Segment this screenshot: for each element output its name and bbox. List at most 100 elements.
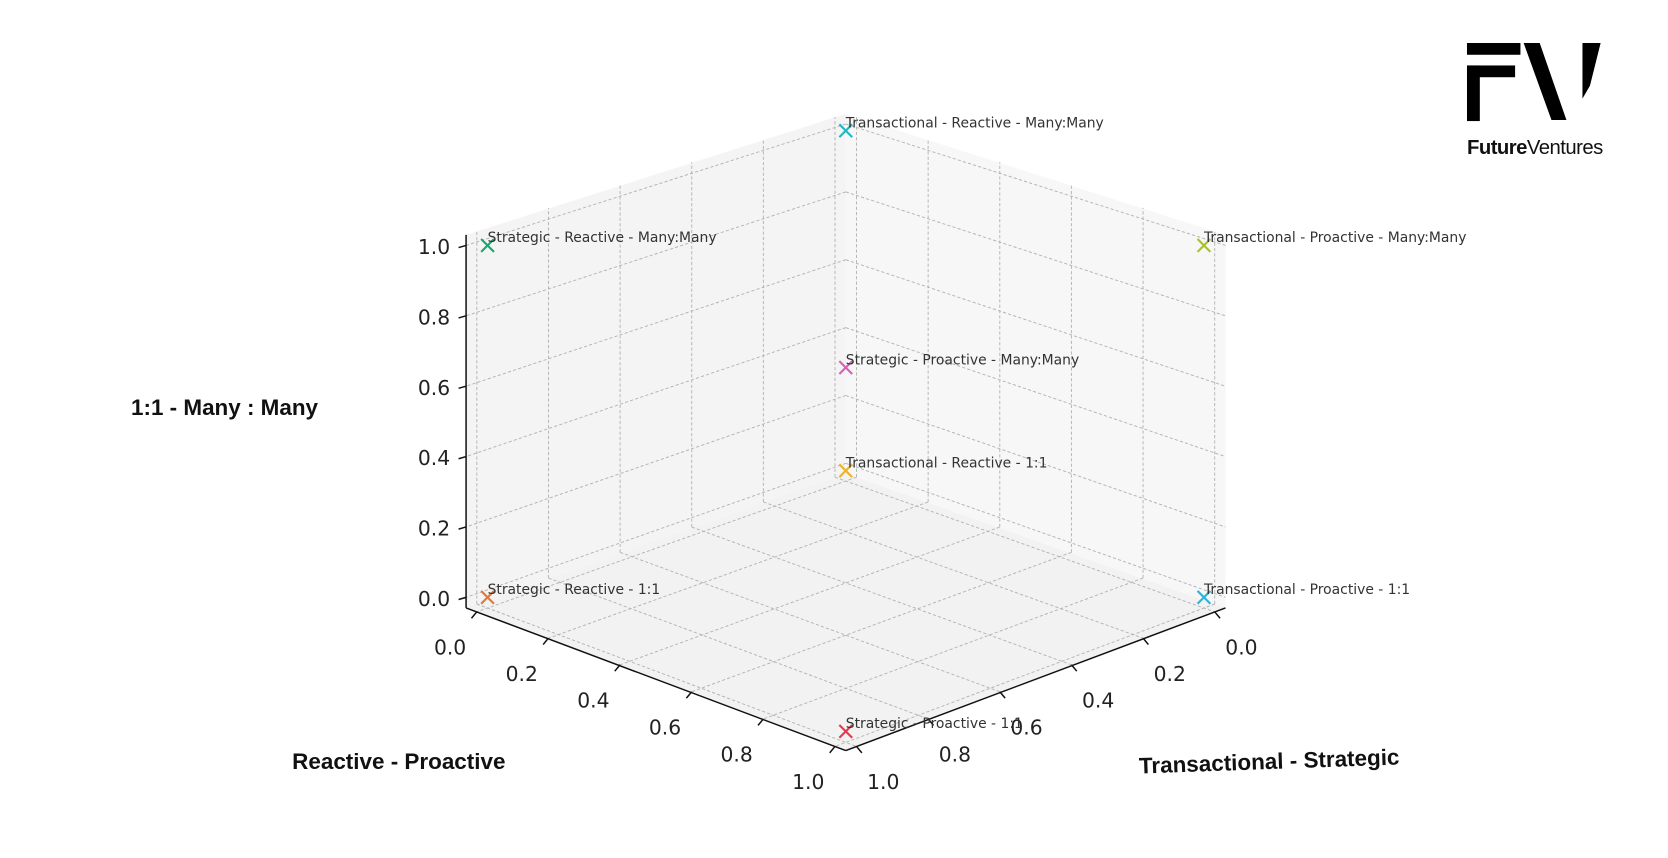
- z-tick-label: 0.4: [418, 446, 450, 470]
- z-tick-label: 0.6: [418, 376, 450, 400]
- x-tick-label: 0.6: [1010, 715, 1042, 739]
- x-marker-icon: [480, 590, 495, 605]
- data-point: Strategic - Proactive - 1:1: [838, 716, 1023, 739]
- x-tick-mark: [999, 691, 1006, 699]
- data-point-label: Transactional - Proactive - Many:Many: [1203, 230, 1467, 246]
- floor-grid-line: [619, 526, 1000, 666]
- data-point-label: Strategic - Proactive - 1:1: [846, 716, 1023, 732]
- z-tick-mark: [458, 526, 467, 530]
- data-point: Transactional - Reactive - Many:Many: [838, 115, 1104, 138]
- floor-grid-line: [834, 476, 1215, 613]
- logo-text-bold: Future: [1467, 137, 1527, 159]
- left-wall-grid-line: [465, 259, 846, 387]
- svg-text:FutureVentures: FutureVentures: [1467, 137, 1603, 159]
- z-tick-label: 0.0: [418, 587, 450, 611]
- right-wall-grid-line: [845, 395, 1226, 528]
- z-axis-title: 1:1 - Many : Many: [131, 395, 319, 420]
- z-tick-mark: [458, 385, 467, 390]
- z-tick-mark: [458, 315, 467, 319]
- x-tick-label: 0.0: [1225, 636, 1257, 660]
- right-wall-grid-line: [845, 462, 1226, 598]
- x-tick-mark: [1070, 664, 1078, 672]
- axes-panes: [466, 113, 1226, 751]
- y-tick-label: 0.8: [721, 743, 753, 767]
- logo-text-light: Ventures: [1527, 137, 1603, 159]
- right-wall-grid-line: [845, 123, 1226, 246]
- floor-grid-line: [691, 526, 1072, 666]
- x-tick-label: 1.0: [867, 770, 899, 794]
- z-tick-mark: [458, 455, 467, 460]
- x-tick-mark: [1214, 611, 1221, 619]
- x-marker-icon: [838, 463, 853, 478]
- left-wall-grid-line: [465, 462, 846, 598]
- y-tick-label: 0.0: [434, 636, 466, 660]
- floor-pane: [466, 473, 1226, 751]
- data-point-label: Strategic - Proactive - Many:Many: [846, 352, 1079, 368]
- floor-grid-line: [548, 501, 929, 639]
- left-wall-grid-line: [465, 123, 846, 246]
- x-marker-icon: [480, 238, 495, 253]
- data-points: Transactional - Reactive - Many:Many Stra…: [480, 115, 1467, 739]
- y-tick-label: 0.4: [577, 689, 609, 713]
- y-tick-mark: [685, 691, 693, 699]
- right-wall-grid-line: [845, 327, 1226, 458]
- data-point-label: Transactional - Reactive - Many:Many: [845, 115, 1104, 131]
- future-ventures-logo: FutureVentures: [1466, 43, 1604, 159]
- data-point: Transactional - Proactive - Many:Many: [1196, 230, 1467, 253]
- y-tick-label: 1.0: [792, 770, 824, 794]
- x-tick-label: 0.2: [1154, 662, 1186, 686]
- x-tick-mark: [1142, 637, 1149, 646]
- y-tick-mark: [470, 611, 478, 619]
- y-axis-line: [465, 607, 847, 752]
- x-marker-icon: [838, 123, 853, 138]
- x-tick-mark: [927, 718, 935, 726]
- floor-grid-line: [476, 603, 857, 747]
- floor-grid-line: [476, 476, 857, 613]
- right-wall-grid-line: [845, 191, 1226, 317]
- data-point-label: Strategic - Reactive - Many:Many: [488, 230, 717, 246]
- left-wall-grid-line: [465, 327, 846, 458]
- data-point: Transactional - Proactive - 1:1: [1196, 582, 1410, 605]
- grid-lines: [465, 117, 1226, 747]
- y-axis-title: Reactive - Proactive: [292, 749, 505, 774]
- y-tick-mark: [829, 745, 836, 754]
- z-tick-label: 0.2: [418, 517, 450, 541]
- axis-lines: [465, 234, 1226, 752]
- data-point-label: Transactional - Proactive - 1:1: [1203, 582, 1410, 598]
- z-tick-mark: [458, 244, 467, 249]
- y-tick-mark: [614, 664, 621, 672]
- y-tick-label: 0.2: [506, 662, 538, 686]
- tick-labels: 0.0 0.0 0.0 0.2 0.2 0.2 0.4 0.4 0.4 0.6 0.6 0.6 0.8 0…: [418, 235, 1258, 794]
- floor-grid-line: [619, 551, 1000, 693]
- data-point: Strategic - Reactive - 1:1: [480, 582, 660, 605]
- left-wall-pane: [466, 113, 846, 608]
- floor-grid-line: [691, 551, 1072, 693]
- x-marker-icon: [1196, 590, 1212, 605]
- floor-grid-line: [834, 603, 1215, 747]
- left-wall-grid-line: [465, 395, 846, 528]
- data-point-label: Transactional - Reactive - 1:1: [845, 455, 1048, 471]
- x-tick-mark: [855, 745, 863, 754]
- y-tick-mark: [542, 637, 550, 646]
- data-point: Strategic - Reactive - Many:Many: [480, 230, 717, 253]
- x-tick-label: 0.8: [939, 743, 971, 767]
- floor-grid-line: [763, 501, 1144, 639]
- right-wall-pane: [845, 113, 1226, 608]
- floor-grid-line: [763, 577, 1144, 720]
- left-wall-grid-line: [465, 191, 846, 317]
- x-marker-icon: [838, 724, 853, 739]
- x-axis-line: [845, 607, 1226, 752]
- data-point: Transactional - Reactive - 1:1: [838, 455, 1048, 478]
- data-point: Strategic - Proactive - Many:Many: [838, 352, 1079, 375]
- x-tick-label: 0.4: [1082, 689, 1114, 713]
- x-marker-icon: [838, 360, 853, 375]
- z-tick-label: 1.0: [418, 235, 450, 259]
- floor-grid-line: [548, 577, 929, 720]
- y-tick-mark: [757, 718, 764, 726]
- y-tick-label: 0.6: [649, 715, 681, 739]
- right-wall-grid-line: [845, 259, 1226, 387]
- x-axis-title: Transactional - Strategic: [1139, 744, 1400, 778]
- z-tick-mark: [458, 596, 467, 601]
- x-marker-icon: [1196, 238, 1212, 253]
